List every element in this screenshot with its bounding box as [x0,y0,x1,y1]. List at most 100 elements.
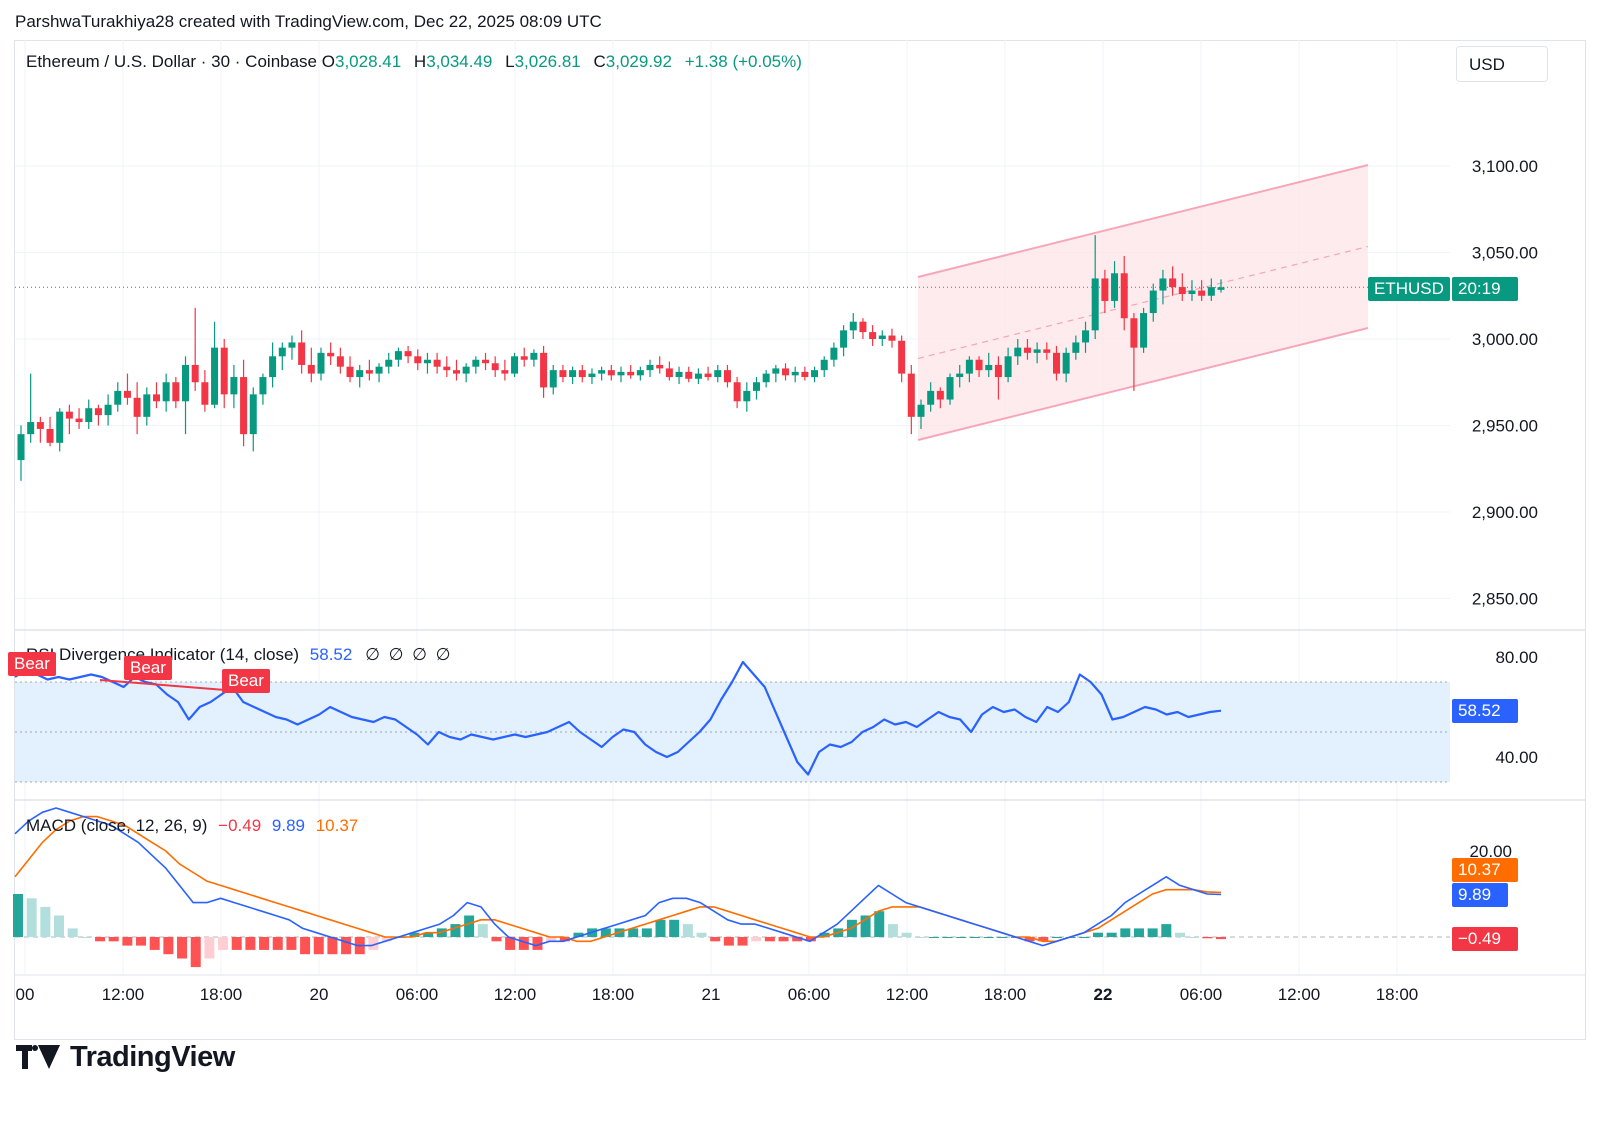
macd-histogram-bar [423,932,434,937]
candle-body [152,394,160,402]
candle-body [985,364,993,371]
candle-body [801,371,809,378]
candle-body [656,364,664,369]
rsi-axis-label: 40.00 [1495,748,1538,767]
macd-histogram-bar [300,937,311,955]
candle-body [898,340,906,374]
candle-body [317,352,325,374]
candle-body [743,390,751,402]
candle-body [220,347,228,395]
candle-body [1130,318,1138,348]
candle-body [414,356,422,364]
macd-histogram-bar [327,937,338,955]
candle-body [598,370,606,374]
candle-body [346,366,354,378]
macd-histogram-bar [67,928,78,937]
candle-body [569,370,577,378]
candle-body [956,373,964,378]
macd-histogram-bar [26,898,37,937]
macd-histogram-bar [54,915,65,937]
macd-hist-value: −0.49 [218,816,262,835]
candle-body [559,370,567,378]
rsi-legend: RSI Divergence Indicator (14, close) 58.… [26,645,452,665]
candle-body [65,411,73,419]
macd-histogram-bar [95,937,106,942]
candle-body [685,371,693,379]
candle-body [327,352,335,357]
candle-body [46,428,54,443]
macd-histogram-bar [928,937,939,938]
macd-histogram-bar [245,937,256,950]
currency-button[interactable]: USD [1456,46,1548,82]
macd-signal-line [14,815,1222,943]
candle-body [404,351,412,357]
candle-body [114,390,122,405]
macd-histogram-bar [628,928,639,937]
macd-histogram-bar [1106,932,1117,937]
price-axis-label: 3,100.00 [1472,157,1538,176]
macd-histogram-bar [655,919,666,937]
tradingview-logo[interactable]: TradingView [16,1040,235,1074]
candle-body [772,368,780,374]
macd-histogram-bar [477,924,488,937]
candle-body [356,370,364,378]
candle-body [617,371,625,376]
price-tag-symbol: ETHUSD [1368,277,1450,301]
candle-body [259,377,267,395]
macd-title[interactable]: MACD (close, 12, 26, 9) [26,816,208,835]
macd-histogram-bar [13,894,23,937]
candle-body [811,370,819,378]
candle-body [104,404,112,416]
candle-body [278,347,286,357]
candle-body [172,382,180,402]
macd-histogram-bar [669,919,680,937]
macd-signal-value: 10.37 [315,816,359,835]
bear-label: Bear [222,669,270,693]
macd-histogram-bar [40,906,51,937]
macd-histogram-bar [874,911,885,937]
macd-histogram-bar [177,937,188,959]
macd-histogram-bar [723,937,734,946]
macd-axis-label: 20.00 [1469,842,1512,861]
macd-histogram-bar [792,937,803,942]
time-axis-label: 20 [310,985,329,1004]
close-label: C [593,52,606,71]
macd-histogram-bar [1038,937,1049,942]
candle-body [269,356,277,378]
candle-body [588,373,596,378]
time-axis-label: 06:00 [396,985,439,1004]
candle-body [540,352,548,388]
macd-histogram-bar [778,937,789,942]
candle-body [723,370,731,383]
rsi-axis-label: 80.00 [1495,648,1538,667]
macd-histogram-bar [559,937,570,942]
candle-body [27,422,35,435]
tradingview-brand: TradingView [70,1040,235,1073]
candle-body [56,411,64,443]
candle-body [1188,290,1196,295]
macd-histogram-bar [901,932,912,937]
price-axis-label: 3,050.00 [1472,244,1538,263]
macd-histogram-bar [532,937,543,950]
price-axis-label: 2,900.00 [1472,503,1538,522]
low-label: L [505,52,515,71]
macd-histogram-bar [600,928,611,937]
price-axis-label: 2,850.00 [1472,590,1538,609]
candle-body [433,359,441,367]
rsi-title[interactable]: RSI Divergence Indicator (14, close) [26,645,300,664]
candle-body [520,356,528,360]
macd-histogram-bar [149,937,160,950]
candle-body [162,382,170,402]
candle-body [501,370,509,374]
time-axis-label: 06:00 [788,985,831,1004]
candle-body [607,370,615,376]
candle-body [94,408,102,416]
candle-body [907,373,915,417]
open-value: 3,028.41 [334,52,402,71]
candle-body [1072,342,1080,353]
candle-body [1043,349,1051,353]
candle-body [1178,287,1186,295]
macd-histogram-bar [751,937,762,942]
symbol-description[interactable]: Ethereum / U.S. Dollar · 30 · Coinbase [26,52,318,71]
